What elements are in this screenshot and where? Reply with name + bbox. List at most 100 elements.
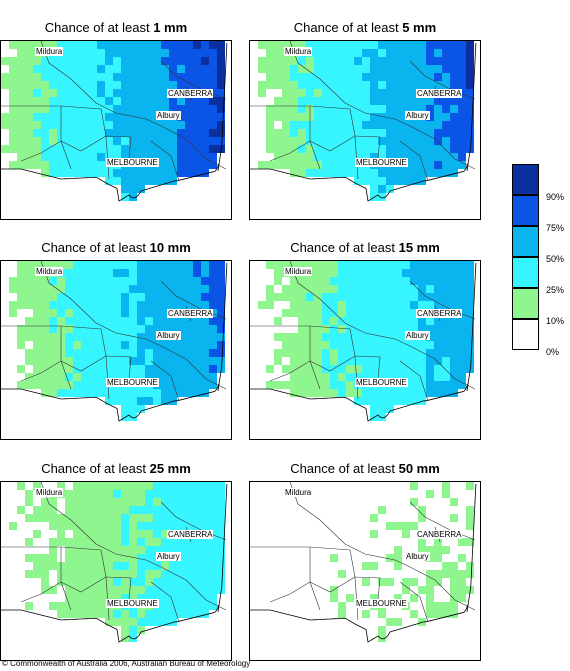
grid-cell <box>73 373 81 381</box>
grid-cell <box>121 169 129 177</box>
grid-cell <box>81 65 89 73</box>
grid-cell <box>113 325 121 333</box>
grid-cell <box>362 81 370 89</box>
grid-cell <box>137 514 145 522</box>
grid-cell <box>57 301 65 309</box>
grid-cell <box>386 49 394 57</box>
grid-cell <box>113 373 121 381</box>
grid-cell <box>266 57 274 65</box>
grid-cell <box>97 145 105 153</box>
grid-cell <box>193 610 201 618</box>
grid-cell <box>450 610 458 618</box>
grid-cell <box>394 153 402 161</box>
grid-cell <box>89 301 97 309</box>
grid-cell <box>161 309 169 317</box>
grid-cell <box>129 618 137 626</box>
grid-cell <box>298 389 306 397</box>
grid-cell <box>49 301 57 309</box>
grid-cell <box>338 277 346 285</box>
grid-cell <box>41 365 49 373</box>
grid-cell <box>65 586 73 594</box>
grid-cell <box>314 301 322 309</box>
grid-cell <box>434 49 442 57</box>
grid-cell <box>49 349 57 357</box>
grid-cell <box>330 137 338 145</box>
grid-cell <box>338 137 346 145</box>
grid-cell <box>209 57 217 65</box>
grid-cell <box>9 129 17 137</box>
grid-cell <box>458 137 466 145</box>
grid-cell <box>290 389 298 397</box>
grid-cell <box>105 365 113 373</box>
grid-cell <box>129 97 137 105</box>
grid-cell <box>193 121 201 129</box>
grid-cell <box>33 97 41 105</box>
grid-cell <box>346 161 354 169</box>
grid-cell <box>161 81 169 89</box>
grid-cell <box>65 357 73 365</box>
grid-cell <box>121 105 129 113</box>
grid-cell <box>370 594 378 602</box>
grid-cell <box>25 121 33 129</box>
grid-cell <box>161 586 169 594</box>
grid-cell <box>209 381 217 389</box>
city-label-melbourne: MELBOURNE <box>106 378 159 387</box>
district-boundaries <box>1 261 227 402</box>
grid-cell <box>121 405 129 413</box>
grid-cell <box>282 89 290 97</box>
grid-cell <box>65 293 73 301</box>
grid-cell <box>282 97 290 105</box>
grid-cell <box>137 610 145 618</box>
grid-cell <box>137 373 145 381</box>
grid-cell <box>97 482 105 490</box>
coastline <box>250 483 477 643</box>
grid-cell <box>193 277 201 285</box>
grid-cell <box>177 49 185 57</box>
grid-cell <box>113 594 121 602</box>
grid-cell <box>137 73 145 81</box>
grid-cell <box>386 373 394 381</box>
grid-cell <box>113 522 121 530</box>
grid-cell <box>81 293 89 301</box>
grid-cell <box>362 105 370 113</box>
grid-cell <box>442 81 450 89</box>
grid-cell <box>177 261 185 269</box>
grid-cell <box>298 105 306 113</box>
grid-cell <box>354 113 362 121</box>
grid-cell <box>97 169 105 177</box>
grid-cell <box>458 269 466 277</box>
grid-cell <box>137 586 145 594</box>
grid-cell <box>434 602 442 610</box>
grid-cell <box>193 161 201 169</box>
grid-cell <box>298 161 306 169</box>
grid-cell <box>402 41 410 49</box>
grid-cell <box>362 177 370 185</box>
grid-cell <box>121 594 129 602</box>
grid-cell <box>201 81 209 89</box>
grid-cell <box>25 113 33 121</box>
grid-cell <box>97 49 105 57</box>
grid-cell <box>89 105 97 113</box>
grid-cell <box>57 261 65 269</box>
grid-cell <box>161 301 169 309</box>
grid-cell <box>113 41 121 49</box>
grid-cell <box>434 169 442 177</box>
grid-cell <box>89 65 97 73</box>
grid-cell <box>426 169 434 177</box>
grid-cell <box>402 389 410 397</box>
grid-cell <box>177 41 185 49</box>
grid-cell <box>434 145 442 153</box>
grid-cell <box>161 349 169 357</box>
grid-cell <box>97 610 105 618</box>
grid-cell <box>282 365 290 373</box>
grid-cell <box>362 57 370 65</box>
grid-cell <box>41 57 49 65</box>
grid-cell <box>177 317 185 325</box>
grid-cell <box>169 562 177 570</box>
grid-cell <box>378 413 386 421</box>
grid-cell <box>177 554 185 562</box>
grid-cell <box>362 137 370 145</box>
grid-cell <box>185 137 193 145</box>
grid-cell <box>25 81 33 89</box>
grid-cell <box>201 317 209 325</box>
